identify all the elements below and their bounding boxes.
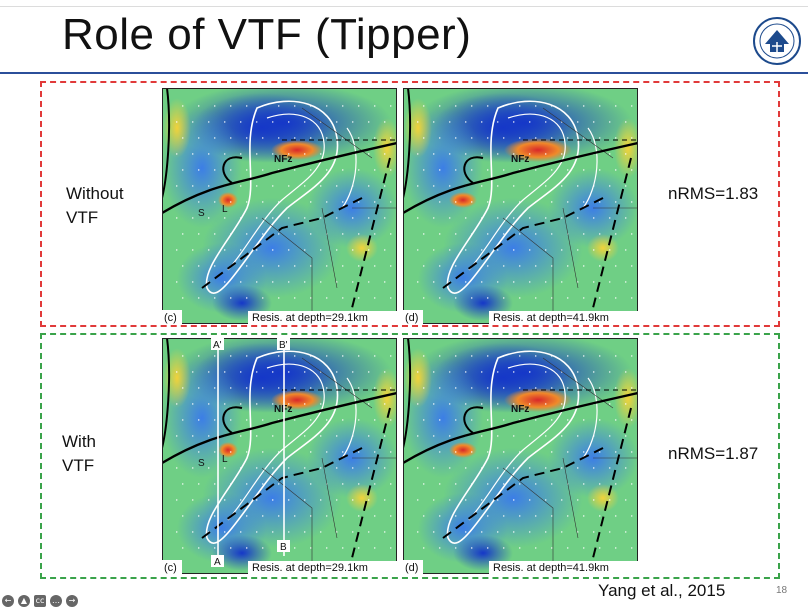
pointer-icon[interactable]: ▲: [18, 595, 30, 607]
fault-s-label: S: [198, 458, 205, 469]
prev-icon[interactable]: ←: [2, 595, 14, 607]
map-caption-background: [248, 561, 397, 574]
without-vtf-panel: [40, 81, 780, 327]
panel-letter-background: [162, 560, 182, 574]
row-label-line2: VTF: [66, 208, 99, 227]
row-label-line1: With: [62, 432, 96, 451]
map-caption-background: [489, 311, 638, 324]
section-b-top-label-background: [277, 338, 290, 350]
fault-label: NFz: [274, 154, 292, 165]
next-icon[interactable]: →: [66, 595, 78, 607]
section-a-top-label-background: [211, 338, 224, 350]
university-seal-logo: [753, 17, 801, 65]
section-a-bottom-label-background: [211, 555, 224, 567]
slide-title: Role of VTF (Tipper): [62, 10, 472, 59]
map-caption-background: [489, 561, 638, 574]
panel-letter-background: [403, 310, 423, 324]
map-caption: Resis. at depth=29.1km: [252, 312, 368, 324]
map-figure: NFz (d) Resis. at depth=41.9km: [403, 88, 638, 324]
map-caption: Resis. at depth=29.1km: [252, 562, 368, 574]
panel-letter-background: [162, 310, 182, 324]
fault-label: NFz: [511, 404, 529, 415]
without-vtf-label: Without VTF: [66, 182, 124, 230]
citation: Yang et al., 2015: [598, 581, 726, 600]
map-caption: Resis. at depth=41.9km: [493, 312, 609, 324]
nrms-value: nRMS=1.83: [668, 184, 759, 203]
map-caption: Resis. at depth=41.9km: [493, 562, 609, 574]
map-figure: NFz S L A' A B' B (c) Resis. at depth=29.1km: [162, 338, 397, 574]
with-vtf-panel: [40, 333, 780, 579]
panel-letter: (d): [405, 312, 418, 324]
section-a-bottom-label: A: [214, 557, 221, 568]
resistivity-map: NFz S L A' A B' B (c) Resis. at depth=29.1km: [162, 338, 397, 574]
nrms-value: nRMS=1.87: [668, 444, 759, 463]
map-figure: NFz S L (c) Resis. at depth=29.1km: [162, 88, 397, 324]
fault-label: NFz: [274, 404, 292, 415]
with-vtf-label: With VTF: [62, 430, 96, 478]
map-figure: NFz (d) Resis. at depth=41.9km: [403, 338, 638, 574]
slide-navigation: ← ▲ cc … →: [2, 595, 78, 607]
section-b-bottom-label: B: [280, 542, 287, 553]
panel-letter-background: [403, 560, 423, 574]
title-divider: [0, 72, 808, 74]
fault-label: NFz: [511, 154, 529, 165]
section-b-top-label: B': [279, 340, 288, 351]
section-b-bottom-label-background: [277, 540, 290, 552]
fault-l-label: L: [222, 454, 228, 465]
panel-letter: (d): [405, 562, 418, 574]
row-label-line1: Without: [66, 184, 124, 203]
more-icon[interactable]: …: [50, 595, 62, 607]
top-border-line: [0, 6, 808, 7]
map-caption-background: [248, 311, 397, 324]
panel-letter: (c): [164, 312, 177, 324]
fault-s-label: S: [198, 208, 205, 219]
page-number: 18: [776, 585, 788, 596]
resistivity-map: NFz (d) Resis. at depth=41.9km: [403, 338, 638, 574]
panel-letter: (c): [164, 562, 177, 574]
resistivity-map: NFz (d) Resis. at depth=41.9km: [403, 88, 638, 324]
row-label-line2: VTF: [62, 456, 95, 475]
section-a-top-label: A': [213, 340, 222, 351]
fault-l-label: L: [222, 204, 228, 215]
cc-icon[interactable]: cc: [34, 595, 46, 607]
resistivity-map: NFz S L (c) Resis. at depth=29.1km: [162, 88, 397, 324]
